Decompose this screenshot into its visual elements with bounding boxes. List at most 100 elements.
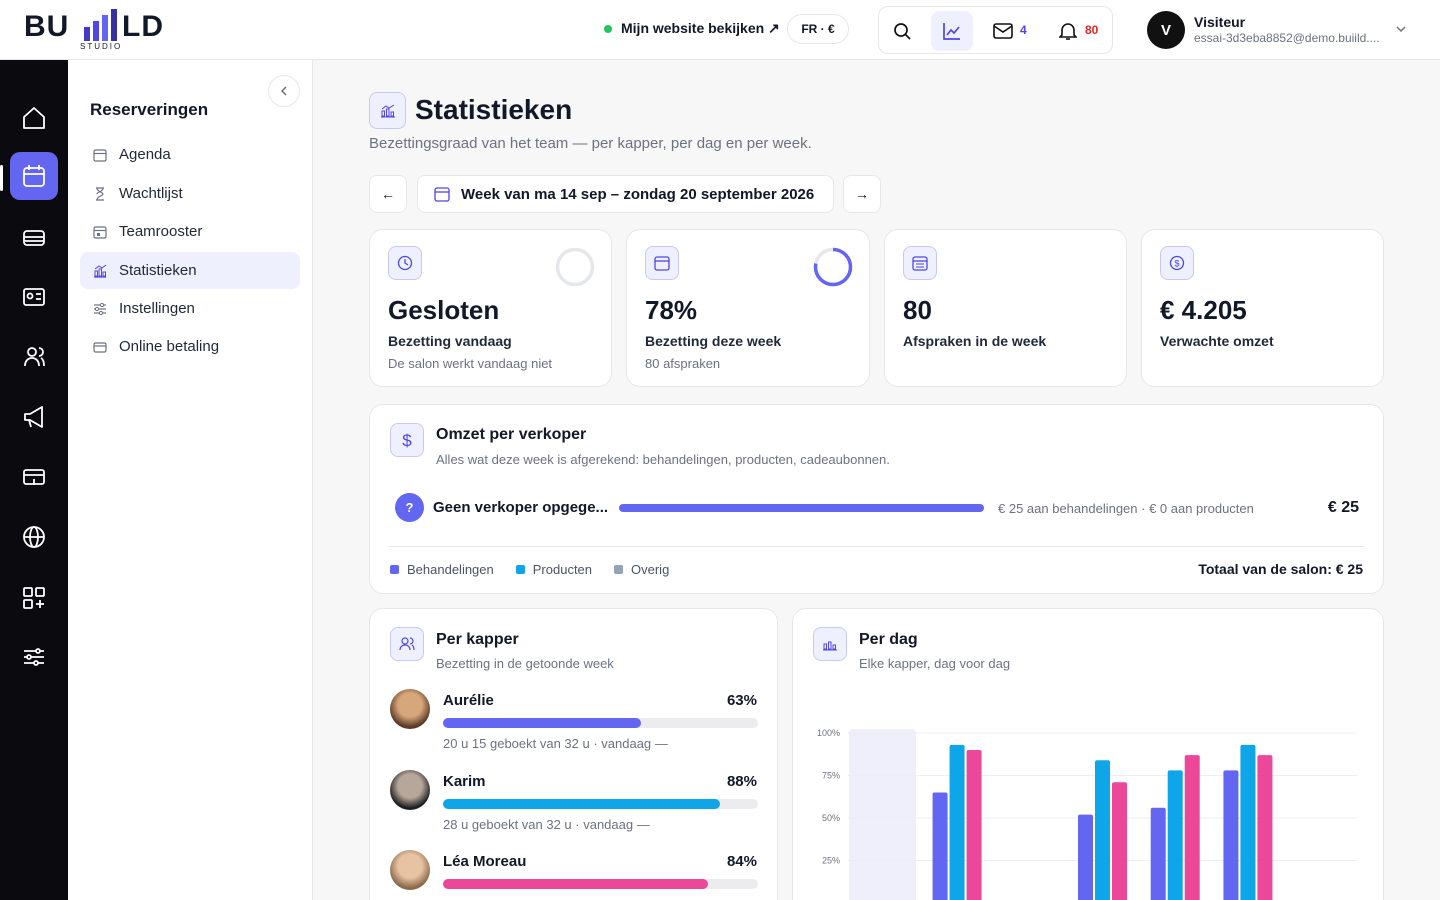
nav-label: Statistieken [119,262,197,279]
calendar-icon[interactable] [23,165,45,187]
bar [1078,814,1093,900]
user-avatar[interactable]: V [1147,11,1185,49]
active-nav-bg [10,152,58,200]
bar [966,750,982,900]
mail-icon[interactable] [993,23,1013,39]
page-subtitle: Bezettingsgraad van het team — per kappe… [369,135,812,152]
seller-total: € 25 [1327,499,1359,516]
home-icon[interactable] [23,107,45,129]
page-title: Statistieken [415,94,573,125]
prev-week[interactable]: ← [369,175,407,213]
legend-label: Producten [532,562,593,577]
revenue-card: $ Omzet per verkoper Alles wat deze week… [369,404,1384,594]
kpi-value: 78% [645,295,698,325]
seller-name: Geen verkoper opgege... [433,499,609,516]
legend-item: Behandelingen [390,562,494,577]
kapper-bar [443,798,721,809]
y-tick-label: 100% [817,728,840,738]
kpi-value: Gesloten [388,295,500,325]
bar [1184,755,1200,900]
kpi-icon [903,246,937,280]
logo[interactable]: BU LD STUDIO [24,8,184,52]
services-icon[interactable] [23,230,45,246]
divider [389,546,1364,547]
collapse-icon [280,86,287,96]
avatar-photo [390,689,430,729]
toolbar: 4 80 [878,6,1113,54]
kapper-track [443,798,758,809]
nav-item-active[interactable]: Statistieken [80,252,300,289]
revenue-subtitle: Alles wat deze week is afgerekend: behan… [436,452,890,467]
seller-badge: ? [395,493,424,522]
nav-item[interactable]: Online betaling [80,328,300,365]
active-indicator [0,165,3,191]
mail-count: 4 [1020,23,1027,37]
chart-icon [813,627,847,661]
stats-glyph [823,641,837,651]
nav-item[interactable]: Teamrooster [80,213,300,250]
bell-icon[interactable] [1059,21,1077,41]
week-label: Week van ma 14 sep – zondag 20 september… [461,185,815,203]
revenue-title: Omzet per verkoper [436,426,587,443]
kapper-title: Per kapper [436,631,519,648]
logo-left: BU [24,10,70,43]
website-icon[interactable] [23,526,45,548]
per-dag-card: Per dag Elke kapper, dag voor dag 25% 50%… [792,608,1384,900]
locale-switch[interactable]: FR · € [787,14,849,44]
nav-label: Wachtlijst [119,185,183,202]
calendar-glyph [912,256,928,271]
rail-icons [23,107,45,666]
stats-glyph [380,104,395,117]
kpi-ring-fill [813,247,853,287]
nav-icon [93,148,107,162]
website-link[interactable]: Mijn website bekijken ↗ [604,20,780,37]
stats-icon [943,23,960,40]
kpi-card: $ € 4.205 Verwachte omzet [1141,229,1384,387]
user-name: Visiteur [1194,14,1246,30]
stats-button[interactable] [931,11,973,51]
week-picker[interactable]: Week van ma 14 sep – zondag 20 september… [417,175,834,213]
bar [1240,744,1256,900]
website-link-text: Mijn website bekijken ↗ [621,20,780,36]
cashier-icon[interactable] [23,469,45,485]
team-icon[interactable] [24,347,45,367]
kapper-value: 63% [726,692,757,709]
svg-text:$: $ [1174,259,1179,269]
clients-icon[interactable] [23,288,45,306]
clock-glyph [397,255,413,271]
user-menu-caret[interactable] [1396,26,1406,34]
legend-label: Overig [631,562,670,577]
top-bar: BU LD STUDIO Mijn website bekijken ↗ FR … [0,0,1440,60]
nav-item[interactable]: Wachtlijst [80,175,300,212]
kapper-bar [443,718,642,728]
apps-icon[interactable] [23,587,45,609]
seller-detail: € 25 aan behandelingen · € 0 aan product… [998,501,1254,516]
chart-subtitle: Elke kapper, dag voor dag [859,656,1011,671]
kapper-name: Léa Moreau [443,853,527,870]
kapper-track [443,718,758,728]
search-icon[interactable] [893,22,911,40]
kapper-name: Karim [443,772,486,790]
kpi-label: Bezetting deze week [645,333,782,349]
collapse-button[interactable] [268,75,300,107]
legend-item: Overig [614,562,669,577]
legend-swatch [614,565,624,574]
kpi-label: Bezetting vandaag [388,333,512,349]
nav-item[interactable]: Agenda [80,136,300,173]
kpi-ring [813,247,853,287]
bar [1223,770,1239,900]
coin-glyph: $ [1169,255,1185,271]
bar [1095,760,1110,900]
nav-icon [96,186,104,201]
kapper-name: Aurélie [443,692,494,709]
nav-label: Teamrooster [119,223,203,240]
nav-item[interactable]: Instellingen [80,290,300,327]
user-email: essai-3d3eba8852@demo.buiild.... [1194,31,1380,45]
settings-icon[interactable] [24,648,44,666]
kpi-card: 78% Bezetting deze week 80 afspraken [626,229,870,387]
marketing-icon[interactable] [24,406,43,428]
next-week[interactable]: → [843,175,881,213]
kpi-note: De salon werkt vandaag niet [388,356,553,371]
dollar-glyph: $ [402,431,412,449]
